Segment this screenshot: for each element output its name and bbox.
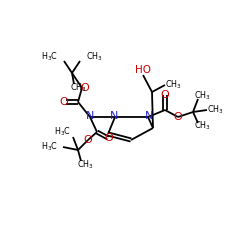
Text: CH$_3$: CH$_3$ <box>194 120 210 132</box>
Text: O: O <box>174 112 182 122</box>
Text: N: N <box>110 111 118 121</box>
Text: CH$_3$: CH$_3$ <box>86 51 103 63</box>
Text: O: O <box>104 133 114 143</box>
Text: CH$_3$: CH$_3$ <box>164 79 182 91</box>
Text: H$_3$C: H$_3$C <box>41 141 58 153</box>
Text: O: O <box>84 135 92 145</box>
Text: CH$_3$: CH$_3$ <box>194 90 210 102</box>
Text: O: O <box>60 97 68 107</box>
Text: O: O <box>160 90 170 100</box>
Text: N: N <box>145 111 153 121</box>
Text: CH$_3$: CH$_3$ <box>206 104 224 116</box>
Text: H$_3$C: H$_3$C <box>54 126 71 138</box>
Text: HO: HO <box>135 65 151 75</box>
Text: CH$_3$: CH$_3$ <box>76 159 94 171</box>
Text: CH$_3$: CH$_3$ <box>70 82 86 94</box>
Text: H$_3$C: H$_3$C <box>41 51 58 63</box>
Text: O: O <box>80 83 90 93</box>
Text: N: N <box>86 111 94 121</box>
